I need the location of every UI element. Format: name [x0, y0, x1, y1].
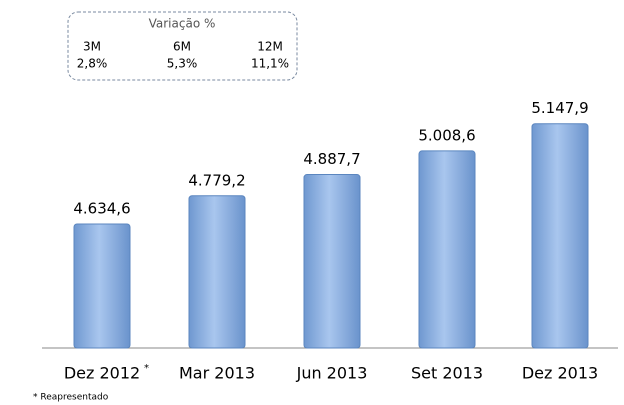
- value-label: 4.634,6: [73, 200, 130, 218]
- variation-title: Variação %: [149, 17, 216, 31]
- bar: [418, 150, 476, 349]
- bar: [303, 174, 361, 349]
- value-label: 5.008,6: [418, 126, 475, 144]
- bar: [73, 223, 131, 349]
- footnote-marker: *: [144, 363, 149, 374]
- footnote: * Reapresentado: [33, 393, 109, 403]
- x-tick-label: Jun 2013: [296, 364, 368, 383]
- variation-table: 3M 2,8% 6M 5,3% 12M 11,1%: [77, 40, 289, 71]
- variation-label: 3M: [83, 40, 101, 54]
- variation-box: [67, 11, 298, 81]
- bar: [531, 123, 589, 349]
- value-label: 4.887,7: [303, 150, 360, 168]
- variation-value: 11,1%: [251, 57, 289, 71]
- x-tick-label: Set 2013: [411, 364, 483, 383]
- x-tick-label: Dez 2012: [64, 364, 140, 383]
- variation-label: 12M: [257, 40, 283, 54]
- bar: [188, 195, 246, 349]
- variation-value: 5,3%: [167, 57, 198, 71]
- variation-label: 6M: [173, 40, 191, 54]
- value-label: 5.147,9: [531, 99, 588, 117]
- value-label: 4.779,2: [188, 171, 245, 189]
- variation-value: 2,8%: [77, 57, 108, 71]
- x-tick-label: Dez 2013: [522, 364, 598, 383]
- x-tick-label: Mar 2013: [179, 364, 255, 383]
